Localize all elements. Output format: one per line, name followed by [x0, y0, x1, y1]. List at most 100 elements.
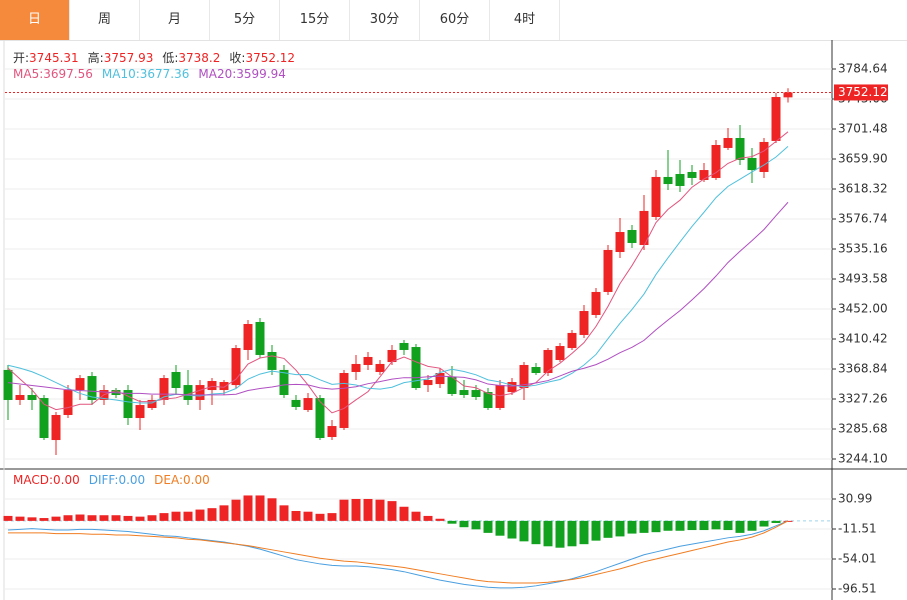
candle-body: [651, 176, 661, 218]
y-tick-label: 3244.10: [838, 452, 888, 466]
macd-bar: [639, 520, 649, 533]
ohlc-label: 高:: [87, 51, 104, 65]
macd-bar: [15, 516, 25, 521]
period-tab[interactable]: 5分: [210, 0, 280, 40]
macd-bar: [423, 515, 433, 521]
macd-bar: [579, 520, 589, 545]
candle-body: [159, 378, 169, 400]
candle-body: [555, 346, 565, 361]
macd-bar: [759, 520, 769, 527]
candle-body: [231, 348, 241, 386]
candle-body: [423, 379, 433, 386]
ohlc-value: 3745.31: [29, 51, 79, 65]
legend-separator: :: [39, 67, 44, 81]
macd-bar: [723, 520, 733, 531]
legend-value: 0.00: [118, 473, 146, 487]
macd-bar: [591, 520, 601, 541]
period-tab[interactable]: 60分: [420, 0, 490, 40]
candle-body: [87, 376, 97, 400]
macd-bar: [99, 515, 109, 521]
macd-bar: [507, 520, 517, 539]
macd-bar: [243, 495, 253, 521]
legend-separator: :: [48, 473, 54, 487]
period-tab[interactable]: 月: [140, 0, 210, 40]
macd-bar: [771, 520, 781, 523]
macd-bar: [195, 509, 205, 521]
last-price-box: [834, 84, 888, 101]
y-tick-label: 3452.00: [838, 302, 888, 316]
macd-bar: [351, 498, 361, 521]
legend-name: MACD: [13, 473, 49, 487]
candle-body: [735, 138, 745, 161]
macd-bar: [291, 510, 301, 521]
candle-body: [399, 342, 409, 350]
macd-bar: [171, 511, 181, 521]
y-tick-label: 3784.64: [838, 61, 888, 75]
candle-body: [759, 141, 769, 172]
candles: [3, 88, 793, 455]
y-tick-label: -11.51: [838, 521, 877, 535]
macd-bar: [219, 505, 229, 521]
macd-line: [8, 520, 789, 584]
period-tab[interactable]: 30分: [350, 0, 420, 40]
macd-bar: [555, 520, 565, 548]
legend-value: 3697.56: [43, 67, 93, 81]
last-price-label: 3752.12: [838, 85, 888, 99]
candle-body: [543, 349, 553, 373]
legend-separator: :: [179, 473, 184, 487]
ohlc-label: 收:: [229, 51, 246, 65]
macd-bar: [183, 511, 193, 521]
candle-body: [615, 232, 625, 253]
candle-body: [447, 377, 457, 394]
candle-body: [351, 363, 361, 372]
macd-bar: [399, 506, 409, 521]
y-tick-label: 3618.32: [838, 182, 888, 196]
macd-bar: [747, 520, 757, 531]
legend-name: MA5: [13, 67, 40, 81]
candle-body: [783, 92, 793, 98]
candle-body: [171, 371, 181, 389]
candle-body: [723, 138, 733, 148]
candle-body: [363, 356, 373, 365]
macd-bar: [63, 515, 73, 521]
macd-bar: [711, 520, 721, 530]
y-tick-label: 3535.16: [838, 242, 888, 256]
candle-body: [675, 174, 685, 186]
macd-bar: [135, 516, 145, 521]
candle-body: [15, 395, 25, 400]
period-tab[interactable]: 日: [0, 0, 70, 40]
ma-legend: MA5:3697.56 MA10:3677.36 MA20:3599.94: [13, 67, 295, 81]
candle-body: [147, 399, 157, 408]
macd-bar: [447, 520, 457, 524]
macd-bar: [675, 520, 685, 531]
macd-bar: [411, 511, 421, 521]
macd-bar: [603, 520, 613, 538]
period-tab[interactable]: 周: [70, 0, 140, 40]
macd-bar: [339, 499, 349, 521]
macd-bar: [159, 513, 169, 521]
period-tabs: 日周月 5分 15分 30分 60分 4时: [0, 0, 907, 41]
legend-value: 0.00: [53, 473, 80, 487]
macd-bar: [315, 513, 325, 521]
y-tick-label: 3327.26: [838, 392, 888, 406]
legend-separator: :: [135, 67, 140, 81]
y-tick-label: -54.01: [838, 551, 877, 565]
candle-body: [603, 249, 613, 292]
candle-body: [483, 392, 493, 408]
legend-separator: :: [232, 67, 237, 81]
macd-line: [7, 520, 789, 589]
y-tick-label: 3701.48: [838, 121, 888, 135]
macd-bar: [627, 520, 637, 534]
candle-body: [291, 399, 301, 407]
legend-value: 3599.94: [236, 67, 286, 81]
candle-body: [27, 395, 37, 400]
period-tab[interactable]: 4时: [490, 0, 560, 40]
candle-body: [459, 390, 469, 396]
candle-body: [495, 385, 505, 408]
period-tab[interactable]: 15分: [280, 0, 350, 40]
macd-bar: [735, 520, 745, 533]
y-tick-label: 3285.68: [838, 422, 888, 436]
legend-name: DEA: [154, 473, 179, 487]
